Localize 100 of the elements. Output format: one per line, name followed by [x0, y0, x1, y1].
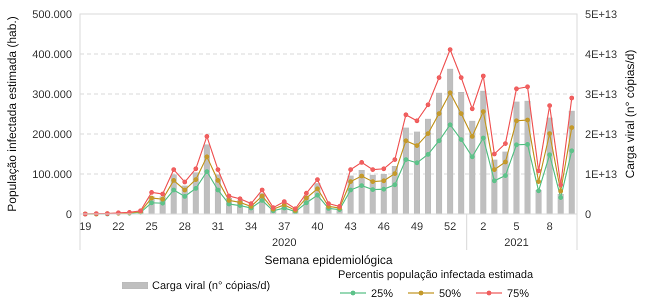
y-tick-label: 400.000: [32, 48, 72, 61]
point: [282, 199, 287, 204]
point: [436, 111, 442, 116]
point: [248, 201, 254, 206]
point: [315, 186, 320, 192]
legend-label: 50%: [439, 288, 462, 300]
bar: [447, 68, 454, 214]
point: [315, 177, 320, 182]
point: [503, 160, 508, 164]
y2-tick-label: 5E+13: [585, 8, 618, 21]
point: [414, 118, 420, 124]
bar: [524, 100, 531, 214]
point: [193, 166, 198, 172]
point: [480, 74, 486, 78]
x-tick-label: 19: [79, 221, 92, 233]
bar: [424, 118, 432, 214]
point: [414, 143, 420, 148]
point: [503, 141, 508, 146]
point: [436, 75, 442, 80]
x-tick-label: 37: [278, 221, 290, 233]
point: [458, 75, 464, 80]
y-tick-label: 500.000: [32, 8, 72, 21]
point: [569, 148, 574, 154]
point: [569, 96, 574, 100]
bar: [513, 102, 520, 214]
point: [547, 152, 552, 158]
point: [404, 138, 408, 144]
point: [193, 177, 198, 182]
point: [381, 178, 386, 184]
bar: [458, 92, 464, 214]
point: [525, 84, 530, 90]
point: [370, 179, 376, 184]
point: [514, 86, 519, 92]
point: [304, 190, 309, 196]
point: [404, 157, 408, 162]
point: [558, 188, 564, 194]
point: [216, 167, 220, 172]
point: [492, 167, 497, 172]
point: [359, 174, 364, 178]
bar: [436, 92, 442, 214]
point: [392, 182, 398, 188]
x-tick-label: 28: [178, 221, 191, 233]
point: [536, 179, 541, 184]
y-tick-label: 0: [66, 208, 72, 221]
x-tick-label: 52: [444, 221, 456, 233]
x-tick-label: 22: [112, 221, 125, 233]
point: [171, 178, 176, 183]
point: [536, 168, 541, 174]
y-tick-label: 300.000: [32, 88, 72, 101]
x-axis-title: Semana epidemiológica: [264, 253, 393, 267]
point: [260, 194, 265, 198]
point: [182, 188, 188, 192]
point: [182, 194, 188, 199]
point: [558, 182, 564, 188]
point: [348, 188, 354, 192]
x-tick-label: 8: [546, 221, 553, 233]
y-axis-title: População infectada estimada (hab.): [5, 16, 19, 212]
bar: [414, 132, 420, 214]
point: [448, 122, 453, 128]
point: [171, 167, 176, 172]
point: [404, 112, 408, 118]
point: [204, 169, 210, 174]
legend-label: 75%: [507, 288, 530, 300]
point: [426, 152, 430, 157]
point: [525, 118, 530, 122]
y-tick-label: 100.000: [32, 168, 72, 181]
point: [492, 152, 497, 156]
point: [547, 131, 552, 136]
point: [525, 142, 530, 147]
point: [182, 180, 188, 184]
point: [392, 157, 398, 162]
y2-axis-title: Carga viral (n° cópias/d): [623, 50, 637, 178]
y-tick-label: 200.000: [32, 128, 72, 141]
point: [392, 171, 398, 176]
point: [216, 178, 220, 183]
point: [458, 111, 464, 116]
point: [216, 188, 220, 192]
point: [381, 166, 386, 172]
y2-tick-label: 3E+13: [585, 88, 618, 101]
point: [426, 131, 430, 136]
point: [226, 194, 232, 198]
legend-label: 25%: [371, 288, 394, 300]
point: [569, 125, 574, 130]
point: [260, 188, 265, 192]
point: [470, 106, 475, 112]
point: [381, 186, 386, 192]
point: [149, 190, 154, 195]
text: 2020: [272, 237, 297, 249]
x-tick-label: 49: [410, 221, 424, 233]
point: [514, 118, 519, 124]
point: [171, 188, 176, 192]
x-tick-label: 46: [378, 221, 390, 233]
point: [470, 134, 475, 139]
point: [547, 103, 552, 108]
point: [558, 195, 564, 200]
point: [193, 186, 198, 191]
point: [238, 196, 242, 202]
point: [536, 188, 541, 194]
point: [304, 196, 309, 200]
point: [226, 198, 232, 203]
